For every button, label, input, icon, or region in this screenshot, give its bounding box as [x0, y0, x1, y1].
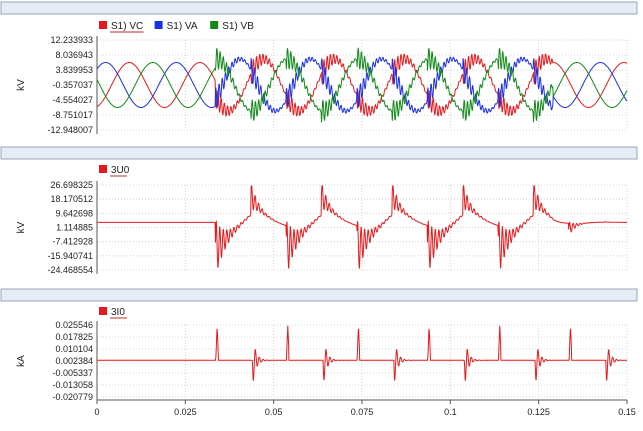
y-tick-label: -0.357037 [52, 80, 93, 90]
legend-swatch [210, 21, 219, 29]
y-tick-label: 8.036943 [55, 50, 93, 60]
y-tick-label: 1.114885 [56, 223, 93, 233]
series-line-2 [96, 56, 628, 114]
x-tick-label: 0.025 [174, 407, 197, 417]
y-tick-label: -0.020779 [52, 392, 93, 402]
chart-panel-1: 12.233933 8.036943 3.839953 -0.357037 -4.554… [16, 21, 628, 135]
panel-header-zero-seq-current[interactable] [0, 288, 638, 302]
legend-label-2: S1) VA [167, 21, 198, 32]
x-axis: 0 0.025 0.05 0.075 0.1 0.125 0.15 [94, 399, 636, 417]
y-tick-label: -0.005337 [52, 368, 93, 378]
chart-panel-2: 26.698325 18.170512 9.642698 1.114885 -7.412… [16, 165, 628, 275]
y-tick-label: -0.013058 [52, 380, 93, 390]
y-axis-label: kV [16, 221, 27, 233]
series-line-3 [96, 47, 628, 123]
panel-header-voltage[interactable] [0, 1, 638, 15]
x-tick-label: 0.075 [351, 407, 374, 417]
y-tick-label: 0.002384 [55, 356, 93, 366]
y-tick-label: -24.468554 [47, 265, 93, 275]
legend-label-1: 3I0 [111, 307, 125, 318]
series-line-1 [96, 53, 628, 117]
y-tick-label: -12.948007 [47, 125, 93, 135]
y-tick-label: -4.554027 [52, 95, 93, 105]
panel-header-zero-seq-voltage[interactable] [0, 146, 638, 160]
legend-swatch [99, 307, 107, 315]
grid [96, 324, 628, 398]
legend-swatch [154, 21, 163, 29]
x-tick-label: 0 [94, 407, 99, 417]
chart-panel-3: 0.025546 0.017825 0.010104 0.002384 -0.00533… [16, 307, 628, 402]
legend-label-1: S1) VC [111, 21, 143, 32]
x-tick-label: 0.05 [265, 407, 283, 417]
grid [96, 184, 628, 271]
y-tick-label: 12.233933 [50, 35, 93, 45]
y-tick-label: -7.412928 [52, 237, 93, 247]
y-tick-label: -15.940741 [47, 251, 93, 261]
y-tick-label: 18.170512 [50, 194, 93, 204]
x-tick-label: 0.125 [527, 407, 550, 417]
legend-label-3: S1) VB [222, 21, 254, 32]
y-tick-label: 0.010104 [55, 344, 93, 354]
y-axis-label: kA [16, 355, 27, 367]
y-tick-label: 9.642698 [55, 208, 93, 218]
y-tick-label: -8.751017 [52, 110, 93, 120]
y-tick-label: 0.017825 [55, 332, 93, 342]
y-tick-label: 26.698325 [50, 180, 93, 190]
x-tick-label: 0.1 [444, 407, 457, 417]
series-line-1 [96, 185, 628, 269]
y-axis-label: kV [16, 79, 27, 91]
legend-label-1: 3U0 [111, 165, 130, 176]
series-line-1 [96, 325, 628, 381]
legend-swatch [99, 21, 107, 29]
x-tick-label: 0.15 [618, 407, 636, 417]
legend-swatch [99, 165, 107, 173]
y-tick-label: 3.839953 [55, 65, 93, 75]
y-tick-label: 0.025546 [55, 320, 93, 330]
